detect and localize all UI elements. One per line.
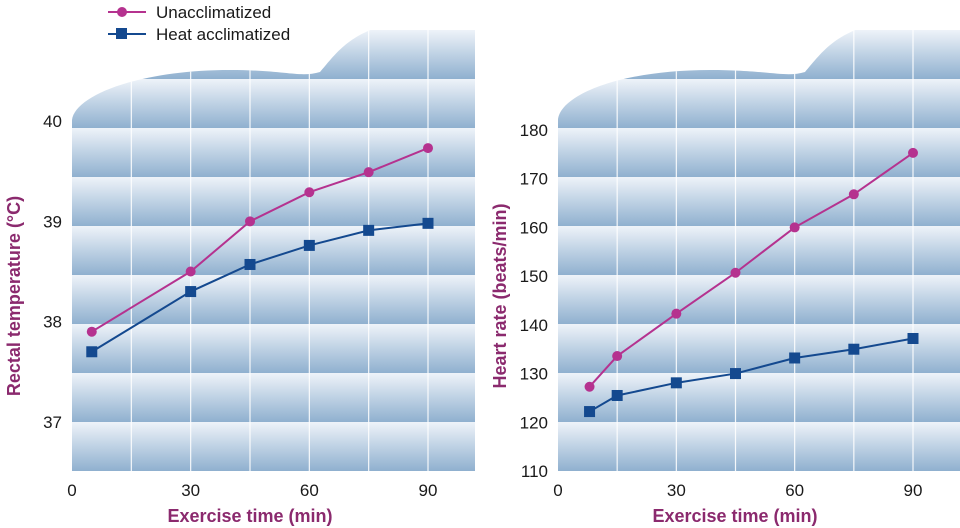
y-tick-label: 180 [520,121,548,140]
data-point-heat-acclimatized [185,286,197,298]
y-tick-label: 37 [43,413,62,432]
data-point-unacclimatized [612,351,623,362]
heart-rate-chart: 0 30 60 90 110 120 130 140 150 160 170 180 Exercise… [490,14,960,526]
legend: Unacclimatized Heat acclimatized [108,3,290,44]
series-group [584,147,919,418]
y-axis-title: Rectal temperature (°C) [4,196,24,396]
legend-label-heat-acclimatized: Heat acclimatized [156,25,290,44]
data-point-heat-acclimatized [730,368,741,380]
gridline-band [72,128,475,177]
y-tick-label: 120 [520,413,548,432]
data-point-unacclimatized [584,381,595,392]
y-tick-label: 150 [520,267,548,286]
data-point-unacclimatized [789,222,800,233]
gridline-band [72,324,475,373]
data-point-unacclimatized [423,143,433,154]
y-tick-label: 170 [520,170,548,189]
y-tick-label: 140 [520,316,548,335]
x-tick-label: 90 [904,481,923,500]
y-tick-label: 110 [521,462,548,481]
data-point-unacclimatized [86,326,97,337]
x-tick-label: 0 [553,481,562,500]
x-axis-title: Exercise time (min) [167,506,332,526]
gridline-band [558,422,960,471]
data-point-heat-acclimatized [244,258,256,270]
data-point-unacclimatized [908,147,918,158]
legend-marker-unacclimatized [117,7,127,17]
data-point-heat-acclimatized [611,389,623,401]
data-point-heat-acclimatized [86,346,98,358]
y-tick-label: 160 [520,218,548,237]
y-tick-label: 130 [520,365,548,384]
x-tick-label: 0 [67,481,76,500]
data-point-heat-acclimatized [789,352,801,364]
data-point-unacclimatized [245,216,255,227]
data-point-unacclimatized [848,189,859,200]
legend-marker-heat-acclimatized [116,28,127,39]
y-tick-label: 38 [43,313,62,332]
data-point-heat-acclimatized [848,343,860,355]
x-tick-label: 60 [785,481,804,500]
axis-ticks: 0 30 60 90 110 120 130 140 150 160 170 180 [520,121,923,500]
legend-label-unacclimatized: Unacclimatized [156,3,271,22]
gridline-band [558,226,960,275]
gridline-band [72,79,475,128]
data-point-unacclimatized [185,266,196,277]
gridline-band [558,275,960,324]
series-group [86,143,434,358]
plot-background [72,14,475,471]
gridline-band [72,177,475,226]
series-line-heat-acclimatized [91,222,429,353]
y-tick-label: 40 [43,112,62,131]
x-axis-title: Exercise time (min) [652,506,817,526]
gridline-band [72,373,475,422]
gridline-band [558,373,960,422]
gridline-band [72,275,475,324]
data-point-unacclimatized [363,167,374,178]
y-tick-label: 39 [43,212,62,231]
x-tick-label: 60 [300,481,319,500]
rectal-temperature-chart: 0 30 60 90 37 38 39 40 Exercise time (min) Rect… [4,14,475,526]
gridline-band [558,79,960,128]
data-point-heat-acclimatized [422,217,434,229]
data-point-unacclimatized [730,267,741,278]
x-tick-label: 90 [419,481,438,500]
series-line-unacclimatized [91,147,429,333]
data-point-heat-acclimatized [907,332,919,344]
gridline-band [72,422,475,471]
gridline-band [558,324,960,373]
data-point-heat-acclimatized [363,224,375,236]
gridline-band [558,177,960,226]
data-point-heat-acclimatized [670,377,682,389]
x-tick-label: 30 [667,481,686,500]
x-tick-label: 30 [181,481,200,500]
data-point-unacclimatized [304,187,315,198]
axis-ticks: 0 30 60 90 37 38 39 40 [43,112,437,500]
y-axis-title: Heart rate (beats/min) [490,203,510,388]
data-point-unacclimatized [671,308,682,319]
gridline-band [72,226,475,275]
gridline-band [558,30,960,79]
gridline-band [558,128,960,177]
data-point-heat-acclimatized [303,239,315,251]
data-point-heat-acclimatized [584,406,596,418]
